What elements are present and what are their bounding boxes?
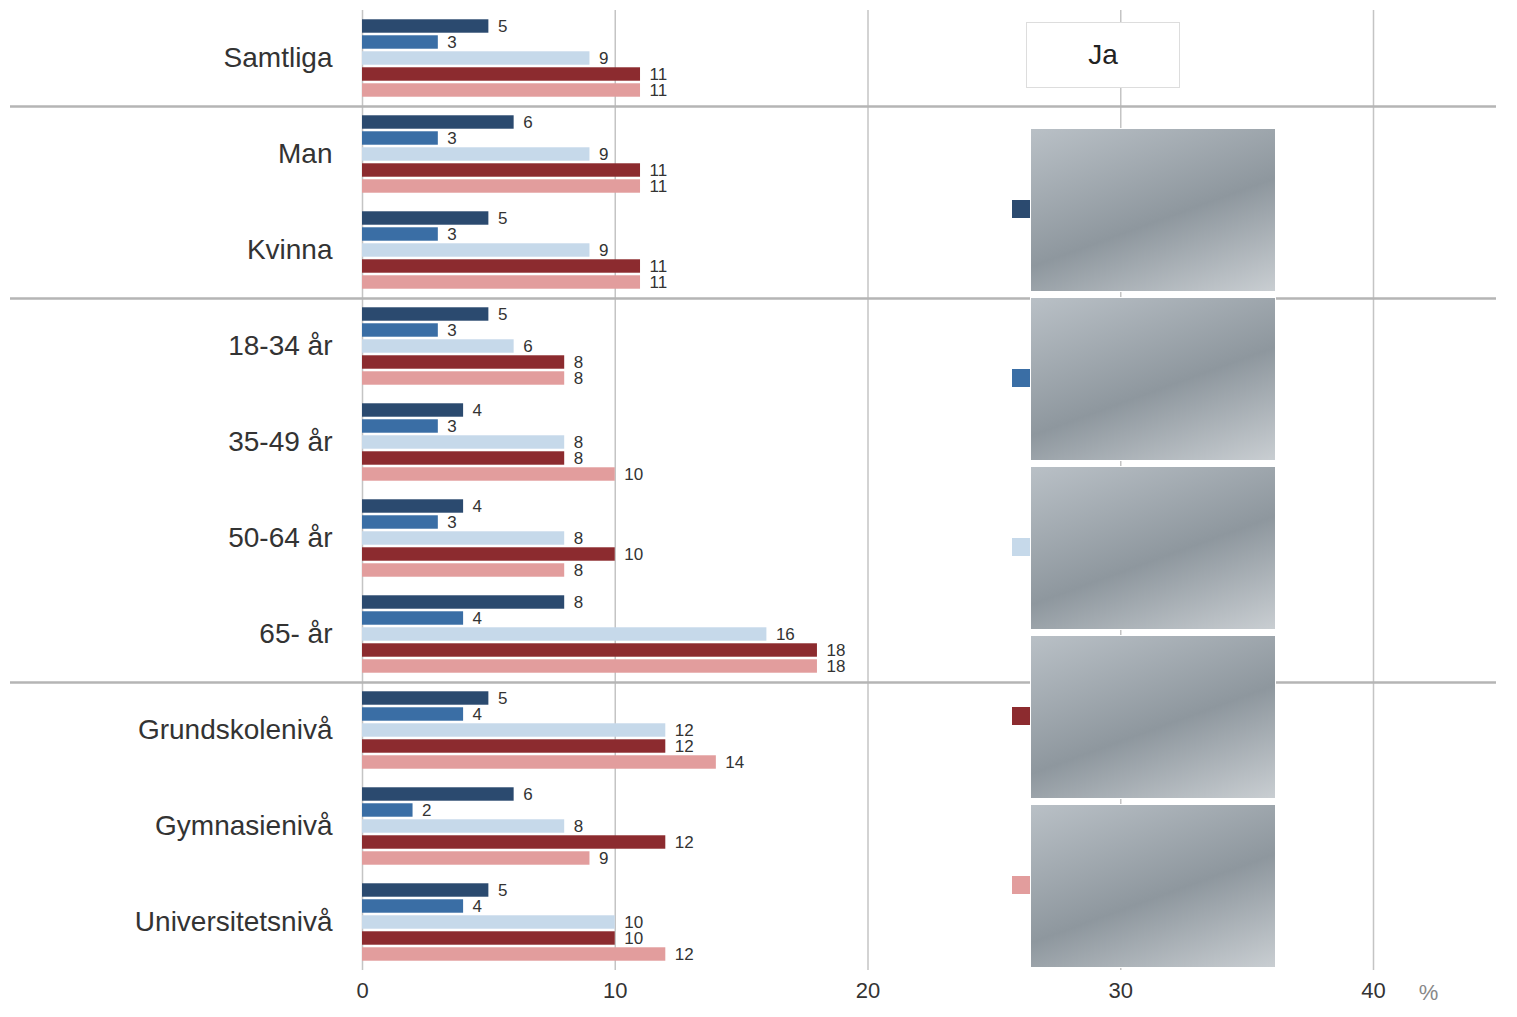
svg-text:11: 11 bbox=[650, 273, 668, 292]
svg-text:6: 6 bbox=[523, 113, 532, 132]
svg-text:10: 10 bbox=[624, 929, 643, 948]
svg-text:Man: Man bbox=[278, 138, 332, 169]
svg-text:12: 12 bbox=[674, 720, 694, 740]
svg-text:9: 9 bbox=[599, 145, 608, 164]
svg-text:4: 4 bbox=[473, 401, 482, 420]
svg-text:9: 9 bbox=[599, 241, 608, 260]
svg-text:8: 8 bbox=[574, 449, 583, 468]
svg-text:50-64 år: 50-64 år bbox=[228, 522, 332, 553]
svg-text:4: 4 bbox=[473, 609, 482, 628]
svg-text:3: 3 bbox=[447, 417, 456, 436]
svg-text:11: 11 bbox=[650, 177, 668, 196]
svg-text:20: 20 bbox=[856, 978, 880, 1003]
svg-text:11: 11 bbox=[650, 81, 668, 100]
svg-text:40: 40 bbox=[1361, 978, 1385, 1003]
svg-text:5: 5 bbox=[498, 209, 507, 228]
html-text:Ja: Ja bbox=[1088, 39, 1118, 70]
svg-text:11: 11 bbox=[649, 160, 668, 180]
svg-text:0: 0 bbox=[356, 978, 368, 1003]
svg-text:10: 10 bbox=[603, 978, 627, 1003]
svg-text:10: 10 bbox=[624, 545, 643, 564]
svg-text:5: 5 bbox=[498, 17, 507, 36]
svg-text:8: 8 bbox=[574, 593, 583, 612]
svg-text:12: 12 bbox=[675, 737, 694, 756]
svg-text:10: 10 bbox=[624, 912, 644, 932]
svg-text:35-49 år: 35-49 år bbox=[228, 426, 332, 457]
svg-text:65- år: 65- år bbox=[259, 618, 332, 649]
svg-text:30: 30 bbox=[1109, 978, 1133, 1003]
svg-text:10: 10 bbox=[624, 465, 643, 484]
svg-text:12: 12 bbox=[675, 833, 694, 852]
svg-text:12: 12 bbox=[675, 945, 694, 964]
svg-text:14: 14 bbox=[725, 753, 744, 772]
svg-text:8: 8 bbox=[574, 817, 583, 836]
svg-text:8: 8 bbox=[574, 529, 583, 548]
svg-text:9: 9 bbox=[599, 49, 608, 68]
svg-text:Universitetsnivå: Universitetsnivå bbox=[135, 906, 333, 937]
svg-text:Gymnasienivå: Gymnasienivå bbox=[155, 810, 333, 841]
svg-text:8: 8 bbox=[573, 352, 584, 372]
svg-text:18: 18 bbox=[826, 657, 845, 676]
svg-text:%: % bbox=[1419, 980, 1439, 1005]
svg-text:8: 8 bbox=[574, 369, 583, 388]
svg-text:3: 3 bbox=[447, 225, 456, 244]
svg-text:5: 5 bbox=[498, 305, 507, 324]
svg-text:9: 9 bbox=[599, 849, 608, 868]
svg-text:Kvinna: Kvinna bbox=[247, 234, 333, 265]
svg-text:3: 3 bbox=[447, 33, 456, 52]
svg-text:8: 8 bbox=[573, 432, 584, 452]
svg-text:11: 11 bbox=[649, 64, 668, 84]
svg-text:4: 4 bbox=[473, 897, 482, 916]
svg-text:3: 3 bbox=[447, 129, 456, 148]
svg-text:18: 18 bbox=[826, 640, 846, 660]
svg-text:6: 6 bbox=[523, 337, 532, 356]
svg-text:18-34 år: 18-34 år bbox=[228, 330, 332, 361]
svg-text:3: 3 bbox=[447, 321, 456, 340]
svg-text:3: 3 bbox=[447, 513, 456, 532]
svg-text:2: 2 bbox=[422, 801, 431, 820]
svg-text:4: 4 bbox=[473, 705, 482, 724]
svg-text:6: 6 bbox=[523, 785, 532, 804]
svg-text:16: 16 bbox=[776, 625, 795, 644]
svg-text:5: 5 bbox=[498, 689, 507, 708]
svg-text:4: 4 bbox=[473, 497, 482, 516]
svg-text:Grundskolenivå: Grundskolenivå bbox=[138, 714, 333, 745]
svg-text:Samtliga: Samtliga bbox=[224, 42, 333, 73]
svg-text:11: 11 bbox=[649, 256, 668, 276]
svg-text:5: 5 bbox=[498, 881, 507, 900]
svg-text:8: 8 bbox=[574, 561, 583, 580]
